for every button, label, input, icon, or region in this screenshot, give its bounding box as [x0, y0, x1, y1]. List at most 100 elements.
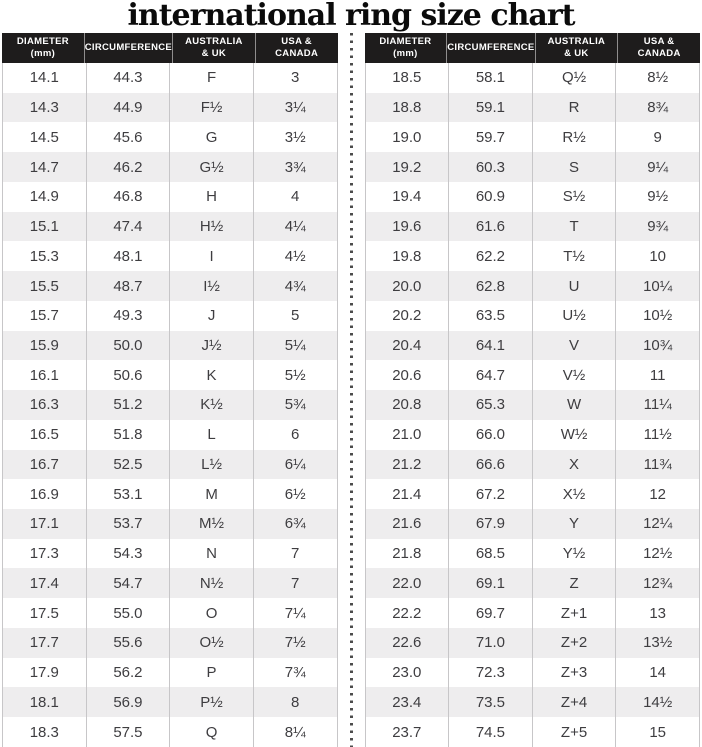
- cell-usa_canada: 7: [254, 568, 338, 599]
- table-row: 22.2 69.7 Z+1 13: [364, 598, 700, 628]
- cell-circumference: 67.2: [449, 479, 533, 510]
- cell-diameter: 18.8: [364, 92, 450, 123]
- cell-usa_canada: 3: [254, 63, 338, 93]
- cell-circumference: 56.9: [87, 687, 171, 718]
- cell-australia_uk: Q: [170, 717, 254, 747]
- cell-circumference: 60.9: [449, 181, 533, 212]
- cell-usa_canada: 8: [254, 687, 338, 718]
- cell-circumference: 59.1: [449, 92, 533, 123]
- cell-usa_canada: 14: [616, 657, 700, 688]
- table-row: 19.2 60.3 S 9¼: [364, 152, 700, 182]
- cell-diameter: 22.2: [364, 598, 450, 628]
- cell-usa_canada: 12: [616, 479, 700, 510]
- cell-circumference: 55.0: [87, 598, 171, 628]
- cell-australia_uk: M: [170, 479, 254, 510]
- table-row: 15.1 47.4 H½ 4¼: [2, 211, 338, 242]
- cell-circumference: 69.1: [449, 568, 533, 599]
- cell-diameter: 17.3: [2, 538, 87, 569]
- cell-usa_canada: 3¼: [254, 92, 338, 123]
- cell-diameter: 17.1: [2, 509, 87, 539]
- cell-australia_uk: O½: [170, 627, 254, 658]
- table-row: 18.8 59.1 R 8¾: [364, 92, 700, 123]
- column-header-usa_canada: USA & CANADA: [254, 33, 338, 63]
- table-row: 20.8 65.3 W 11¼: [364, 390, 700, 420]
- table-row: 14.7 46.2 G½ 3¾: [2, 152, 338, 182]
- table-row: 20.0 62.8 U 10¼: [364, 271, 700, 301]
- cell-australia_uk: P½: [170, 687, 254, 718]
- table-row: 16.5 51.8 L 6: [2, 419, 338, 450]
- cell-australia_uk: X: [533, 449, 617, 480]
- cell-usa_canada: 4¼: [254, 211, 338, 242]
- cell-australia_uk: J½: [170, 330, 254, 361]
- cell-usa_canada: 8¼: [254, 717, 338, 747]
- cell-circumference: 54.7: [87, 568, 171, 599]
- cell-diameter: 23.0: [364, 657, 450, 688]
- cell-usa_canada: 9½: [616, 181, 700, 212]
- cell-australia_uk: V½: [533, 360, 617, 391]
- cell-diameter: 16.9: [2, 479, 87, 510]
- cell-australia_uk: L: [170, 419, 254, 450]
- table-row: 14.9 46.8 H 4: [2, 181, 338, 212]
- cell-diameter: 22.6: [364, 627, 450, 658]
- table-row: 16.1 50.6 K 5½: [2, 360, 338, 391]
- cell-circumference: 64.1: [449, 330, 533, 361]
- table-row: 19.0 59.7 R½ 9: [364, 122, 700, 153]
- cell-usa_canada: 5¼: [254, 330, 338, 361]
- table-row: 16.9 53.1 M 6½: [2, 479, 338, 510]
- cell-circumference: 61.6: [449, 211, 533, 242]
- cell-diameter: 18.5: [364, 63, 450, 93]
- cell-usa_canada: 11¼: [616, 390, 700, 420]
- cell-usa_canada: 10¾: [616, 330, 700, 361]
- cell-diameter: 15.7: [2, 300, 87, 331]
- cell-usa_canada: 3½: [254, 122, 338, 153]
- column-header-diameter: DIAMETER (mm): [16, 35, 69, 59]
- cell-usa_canada: 11¾: [616, 449, 700, 480]
- cell-australia_uk: Z+3: [533, 657, 617, 688]
- table-row: 14.3 44.9 F½ 3¼: [2, 92, 338, 123]
- cell-diameter: 17.7: [2, 627, 87, 658]
- cell-australia_uk: P: [170, 657, 254, 688]
- cell-diameter: 15.9: [2, 330, 87, 361]
- cell-australia_uk: U½: [533, 300, 617, 331]
- cell-diameter: 23.4: [364, 687, 450, 718]
- cell-diameter: 18.1: [2, 687, 87, 718]
- cell-usa_canada: 9¼: [616, 152, 700, 182]
- cell-circumference: 72.3: [449, 657, 533, 688]
- cell-australia_uk: F: [170, 63, 254, 93]
- cell-australia_uk: Z+4: [533, 687, 617, 718]
- cell-diameter: 18.3: [2, 717, 87, 747]
- chart-body: DIAMETER (mm) CIRCUMFERENCE AUSTRALIA & UK…: [0, 33, 702, 747]
- cell-diameter: 23.7: [364, 717, 450, 747]
- cell-circumference: 62.2: [449, 241, 533, 272]
- column-header-usa_canada: USA & CANADA: [617, 33, 700, 63]
- cell-australia_uk: R½: [533, 122, 617, 153]
- cell-diameter: 17.5: [2, 598, 87, 628]
- cell-circumference: 53.1: [87, 479, 171, 510]
- cell-diameter: 20.2: [364, 300, 450, 331]
- cell-usa_canada: 11½: [616, 419, 700, 450]
- cell-diameter: 17.4: [2, 568, 87, 599]
- table-row: 23.0 72.3 Z+3 14: [364, 657, 700, 688]
- cell-diameter: 19.4: [364, 181, 450, 212]
- cell-diameter: 15.1: [2, 211, 87, 242]
- cell-circumference: 49.3: [87, 300, 171, 331]
- cell-australia_uk: X½: [533, 479, 617, 510]
- cell-circumference: 60.3: [449, 152, 533, 182]
- cell-australia_uk: H½: [170, 211, 254, 242]
- cell-circumference: 65.3: [449, 390, 533, 420]
- cell-diameter: 16.3: [2, 390, 87, 420]
- cell-australia_uk: Z+5: [533, 717, 617, 747]
- cell-australia_uk: G: [170, 122, 254, 153]
- cell-circumference: 69.7: [449, 598, 533, 628]
- table-header-row: DIAMETER (mm) CIRCUMFERENCE AUSTRALIA & UK…: [364, 33, 700, 63]
- table-row: 19.8 62.2 T½ 10: [364, 241, 700, 272]
- cell-australia_uk: R: [533, 92, 617, 123]
- cell-circumference: 51.8: [87, 419, 171, 450]
- cell-usa_canada: 4¾: [254, 271, 338, 301]
- table-row: 19.6 61.6 T 9¾: [364, 211, 700, 242]
- cell-circumference: 52.5: [87, 449, 171, 480]
- cell-australia_uk: Q½: [533, 63, 617, 93]
- cell-usa_canada: 13: [616, 598, 700, 628]
- table-row: 15.5 48.7 I½ 4¾: [2, 271, 338, 301]
- table-row: 16.7 52.5 L½ 6¼: [2, 449, 338, 480]
